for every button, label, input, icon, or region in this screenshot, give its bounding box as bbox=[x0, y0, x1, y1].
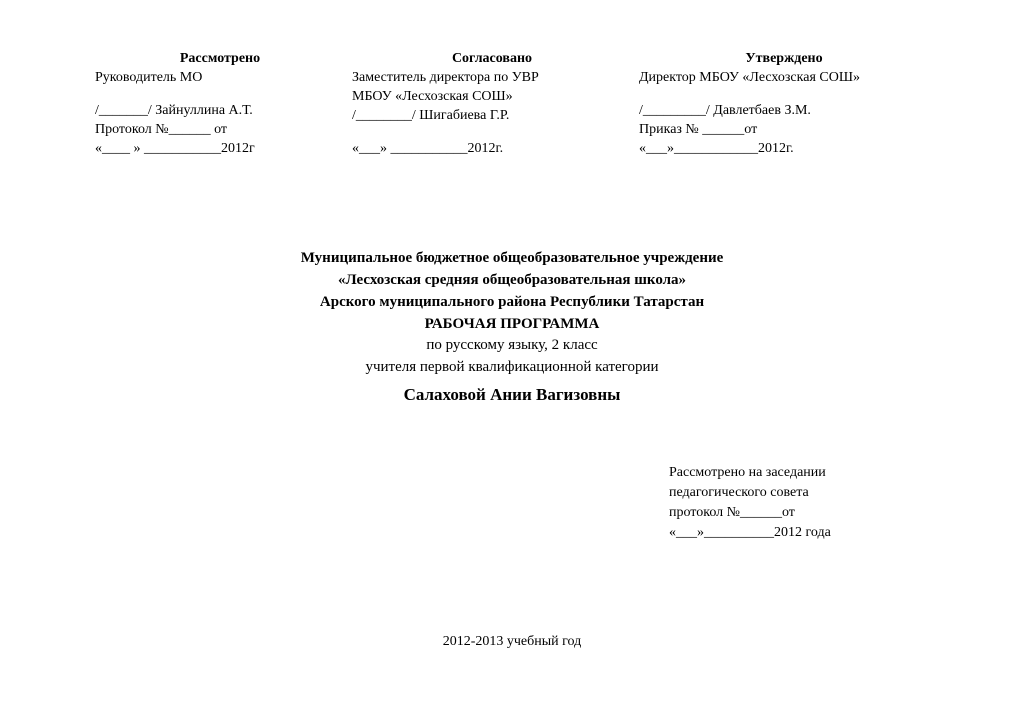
approval-right-header: Утверждено bbox=[639, 50, 929, 69]
approval-left-sign: /_______/ Зайнуллина А.Т. bbox=[95, 102, 345, 121]
approval-mid-header: Согласовано bbox=[352, 50, 632, 69]
approval-mid-role2: МБОУ «Лесхозская СОШ» bbox=[352, 88, 632, 107]
institution-line3: Арского муниципального района Республики… bbox=[95, 292, 929, 314]
approval-right-order: Приказ № ______от bbox=[639, 121, 929, 140]
approval-left-header: Рассмотрено bbox=[95, 50, 345, 69]
document-page: Рассмотрено Руководитель МО /_______/ За… bbox=[0, 0, 1024, 670]
approval-left-date: «____ » ___________2012г bbox=[95, 140, 345, 159]
teacher-category: учителя первой квалификационной категори… bbox=[95, 357, 929, 379]
approval-left-role: Руководитель МО bbox=[95, 69, 345, 88]
approval-mid-role1: Заместитель директора по УВР bbox=[352, 69, 632, 88]
school-year: 2012-2013 учебный год bbox=[95, 634, 929, 650]
spacer bbox=[95, 88, 345, 102]
meeting-box: Рассмотрено на заседании педагогического… bbox=[669, 463, 929, 544]
doc-title: РАБОЧАЯ ПРОГРАММА bbox=[95, 314, 929, 336]
approval-right-sign: /_________/ Давлетбаев З.М. bbox=[639, 102, 929, 121]
approval-mid: Согласовано Заместитель директора по УВР… bbox=[352, 50, 632, 158]
approval-left-protocol: Протокол №______ от bbox=[95, 121, 345, 140]
approval-right-role: Директор МБОУ «Лесхозская СОШ» bbox=[639, 69, 929, 88]
approval-right-date: «___»____________2012г. bbox=[639, 140, 929, 159]
approval-mid-date: «___» ___________2012г. bbox=[352, 140, 632, 159]
spacer bbox=[639, 88, 929, 102]
meeting-line1: Рассмотрено на заседании bbox=[669, 463, 929, 483]
approval-right: Утверждено Директор МБОУ «Лесхозская СОШ… bbox=[639, 50, 929, 158]
meeting-line2: педагогического совета bbox=[669, 483, 929, 503]
approval-mid-sign: /________/ Шигабиева Г.Р. bbox=[352, 107, 632, 126]
meeting-line3: протокол №______от bbox=[669, 503, 929, 523]
title-block: Муниципальное бюджетное общеобразователь… bbox=[95, 248, 929, 407]
meeting-line4: «___»__________2012 года bbox=[669, 523, 929, 543]
subject-line: по русскому языку, 2 класс bbox=[95, 335, 929, 357]
approval-left: Рассмотрено Руководитель МО /_______/ За… bbox=[95, 50, 345, 158]
institution-line2: «Лесхозская средняя общеобразовательная … bbox=[95, 270, 929, 292]
approvals-row: Рассмотрено Руководитель МО /_______/ За… bbox=[95, 50, 929, 158]
spacer bbox=[352, 126, 632, 140]
meeting-block: Рассмотрено на заседании педагогического… bbox=[95, 463, 929, 544]
teacher-name: Салаховой Ании Вагизовны bbox=[95, 383, 929, 408]
institution-line1: Муниципальное бюджетное общеобразователь… bbox=[95, 248, 929, 270]
